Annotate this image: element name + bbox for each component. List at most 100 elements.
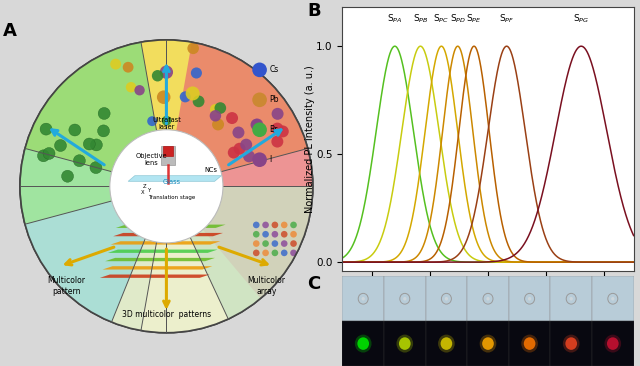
Wedge shape xyxy=(25,186,166,330)
Circle shape xyxy=(438,335,455,352)
Circle shape xyxy=(271,123,284,135)
Text: 3D multicolor  patterns: 3D multicolor patterns xyxy=(122,310,211,319)
Text: S$_{PF}$: S$_{PF}$ xyxy=(499,12,515,25)
Circle shape xyxy=(212,119,224,130)
Circle shape xyxy=(262,231,269,238)
Text: B: B xyxy=(307,2,321,20)
Circle shape xyxy=(565,337,577,350)
Bar xyxy=(342,276,384,321)
Circle shape xyxy=(253,240,260,247)
Circle shape xyxy=(147,116,157,126)
Circle shape xyxy=(290,250,297,256)
Polygon shape xyxy=(100,274,210,278)
Wedge shape xyxy=(166,42,313,319)
Circle shape xyxy=(90,162,102,173)
Bar xyxy=(509,276,550,321)
Circle shape xyxy=(152,70,163,82)
Circle shape xyxy=(611,297,614,300)
Circle shape xyxy=(604,335,621,352)
Circle shape xyxy=(234,143,246,155)
Circle shape xyxy=(482,337,494,350)
Circle shape xyxy=(524,337,536,350)
Circle shape xyxy=(271,135,284,147)
Circle shape xyxy=(191,67,202,79)
Circle shape xyxy=(607,337,619,350)
Text: Glass: Glass xyxy=(163,179,180,185)
Circle shape xyxy=(271,240,278,247)
Text: A: A xyxy=(3,22,17,40)
Circle shape xyxy=(54,139,67,152)
Wedge shape xyxy=(111,186,260,333)
Circle shape xyxy=(397,335,413,352)
Circle shape xyxy=(243,150,255,163)
Circle shape xyxy=(61,170,74,182)
Text: Multicolor
pattern: Multicolor pattern xyxy=(47,276,86,296)
Circle shape xyxy=(20,40,313,333)
Text: Cs: Cs xyxy=(269,66,279,74)
Bar xyxy=(426,276,467,321)
Circle shape xyxy=(262,240,269,247)
Circle shape xyxy=(69,124,81,136)
Polygon shape xyxy=(102,266,212,269)
Circle shape xyxy=(271,231,278,238)
Polygon shape xyxy=(111,241,220,244)
Circle shape xyxy=(486,297,490,300)
Circle shape xyxy=(271,250,278,256)
Text: C: C xyxy=(307,274,321,292)
Text: Multicolor
array: Multicolor array xyxy=(247,276,285,296)
Circle shape xyxy=(157,90,170,104)
Circle shape xyxy=(252,119,263,131)
Y-axis label: Normalized PL intensity (a. u.): Normalized PL intensity (a. u.) xyxy=(305,65,315,213)
Circle shape xyxy=(357,337,369,350)
Circle shape xyxy=(232,127,244,138)
Circle shape xyxy=(271,108,284,120)
Circle shape xyxy=(228,147,240,158)
Text: Ultrafast
laser: Ultrafast laser xyxy=(152,117,181,130)
Circle shape xyxy=(193,96,205,107)
Circle shape xyxy=(480,335,497,352)
Circle shape xyxy=(40,123,52,135)
Text: S$_{PB}$: S$_{PB}$ xyxy=(413,12,428,25)
Text: X: X xyxy=(141,190,145,195)
Polygon shape xyxy=(128,176,221,181)
Circle shape xyxy=(281,231,287,238)
Circle shape xyxy=(43,147,55,160)
Text: S$_{PD}$: S$_{PD}$ xyxy=(450,12,466,25)
Text: NCs: NCs xyxy=(205,167,218,173)
Bar xyxy=(550,321,592,366)
Bar xyxy=(161,146,175,165)
Bar xyxy=(467,321,509,366)
Text: Pb: Pb xyxy=(269,95,279,104)
Bar xyxy=(384,321,426,366)
Circle shape xyxy=(563,335,580,352)
Text: Translation stage: Translation stage xyxy=(148,195,195,199)
Bar xyxy=(342,321,384,366)
Circle shape xyxy=(186,86,200,100)
Circle shape xyxy=(290,221,297,228)
Circle shape xyxy=(97,125,109,137)
Circle shape xyxy=(240,139,252,151)
Circle shape xyxy=(440,337,452,350)
Polygon shape xyxy=(116,225,226,228)
Bar xyxy=(550,276,592,321)
Circle shape xyxy=(226,112,238,124)
Wedge shape xyxy=(166,186,313,319)
Circle shape xyxy=(276,126,289,137)
Circle shape xyxy=(399,337,411,350)
Text: Br: Br xyxy=(269,125,278,134)
Polygon shape xyxy=(105,258,215,261)
Circle shape xyxy=(403,297,406,300)
Circle shape xyxy=(210,110,221,122)
Polygon shape xyxy=(108,250,218,253)
Circle shape xyxy=(126,82,136,93)
Wedge shape xyxy=(20,42,166,322)
Text: Z: Z xyxy=(143,184,147,189)
Circle shape xyxy=(160,66,173,79)
Text: I: I xyxy=(269,155,272,164)
Circle shape xyxy=(110,130,223,243)
Circle shape xyxy=(110,59,121,70)
Text: Objective
lens: Objective lens xyxy=(136,153,167,166)
Circle shape xyxy=(252,123,267,137)
Circle shape xyxy=(281,250,287,256)
Circle shape xyxy=(252,93,267,107)
